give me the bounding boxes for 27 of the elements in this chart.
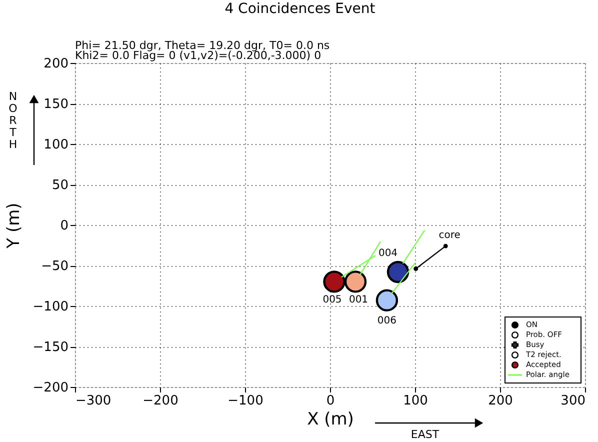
text: NORTH: [8, 90, 18, 151]
chart-title: 4 Coincidences Event: [224, 1, 376, 17]
x-tick-label: 200: [488, 394, 513, 408]
annotation: 004: [378, 248, 398, 259]
y-tick-label: 0: [60, 218, 68, 234]
annotation: core: [438, 230, 460, 242]
y-tick-label: −50: [41, 259, 68, 274]
annotation: 006: [377, 315, 396, 326]
y-axis-title: Y (m): [4, 202, 24, 250]
y-tick-label: −200: [32, 380, 68, 396]
text: EAST: [410, 428, 440, 441]
y-tick-label: −150: [32, 340, 68, 355]
annotation: 005: [322, 294, 342, 306]
chart-subtitle: Phi= 21.50 dgr, Theta= 19.20 dgr, T0= 0.0 ns Khi2= 0.0 Flag= 0 (v1,v2)=(-0.200,-3.000) 0: [75, 39, 330, 62]
y-tick-label: 100: [44, 138, 68, 152]
x-tick-label: −200: [142, 394, 178, 408]
x-tick-label: −300: [76, 394, 112, 408]
x-tick-label: 0: [326, 394, 335, 408]
x-tick-label: 100: [403, 394, 428, 408]
x-tick-label: −100: [228, 394, 264, 408]
x-tick-label: 300: [560, 394, 586, 408]
annotation: 001: [348, 294, 368, 306]
y-tick-label: 50: [52, 178, 68, 193]
y-tick-label: 150: [44, 97, 68, 112]
y-tick-label: 200: [44, 56, 68, 72]
y-tick-label: −100: [32, 300, 68, 314]
x-axis-title: X (m): [307, 410, 354, 430]
